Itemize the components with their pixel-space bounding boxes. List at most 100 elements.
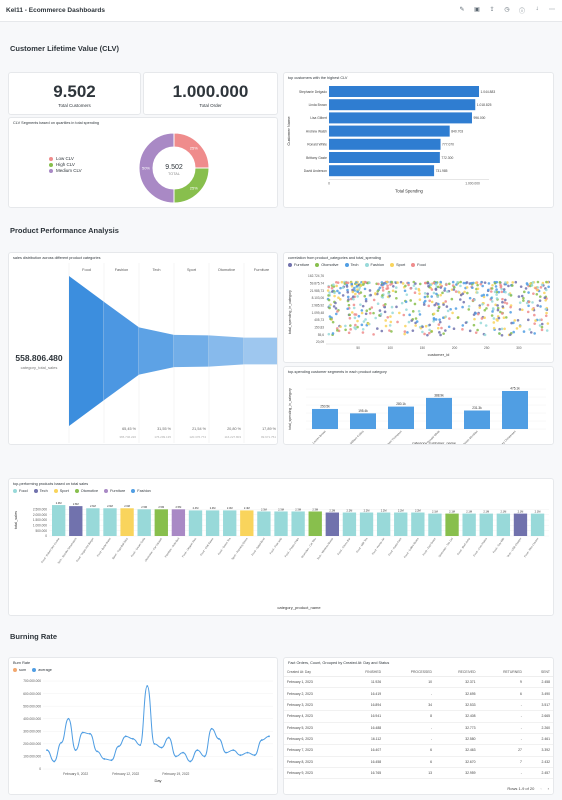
bar[interactable] xyxy=(530,513,545,536)
kpi-total-order[interactable]: 1.000.000 Total Order xyxy=(143,72,278,115)
bar[interactable] xyxy=(137,509,151,536)
column-header[interactable]: PROCESSED xyxy=(384,668,436,677)
table-row[interactable]: February 7, 2023 16.407 6 32.463 27 3.392 xyxy=(284,744,553,757)
scatter-card[interactable]: correlation from product_categories and … xyxy=(283,252,554,363)
products-legend-item[interactable]: Otomotive xyxy=(74,489,98,493)
funnel-segment[interactable] xyxy=(69,276,104,426)
bar[interactable] xyxy=(359,512,374,536)
burn-rate-card[interactable]: Burn Rate sum average 700.000.000 600.000.… xyxy=(8,657,278,795)
bar[interactable] xyxy=(329,152,440,163)
bar[interactable] xyxy=(171,509,186,536)
products-legend-item[interactable]: Tech xyxy=(33,489,48,493)
download-icon[interactable]: ↓ xyxy=(535,6,539,12)
table-row[interactable]: February 9, 2023 16.765 13 32.959-2.457 xyxy=(284,767,553,780)
kpi-total-customers[interactable]: 9.502 Total Customers xyxy=(8,72,141,115)
share-icon[interactable]: ⇪ xyxy=(489,7,495,13)
table-row[interactable]: February 4, 2023 16.941 8 32.408-2.665 xyxy=(284,710,553,723)
burn-legend-item[interactable]: average xyxy=(32,668,52,672)
bar[interactable] xyxy=(462,513,476,536)
funnel-segment[interactable] xyxy=(139,327,174,375)
scatter-legend-item[interactable]: Fashion xyxy=(364,263,384,267)
funnel-segment[interactable] xyxy=(104,301,139,401)
bar[interactable] xyxy=(513,513,528,536)
column-header[interactable]: RETURNED xyxy=(478,668,525,677)
scatter-legend-item[interactable]: Otomotive xyxy=(315,263,339,267)
bar[interactable] xyxy=(496,513,511,536)
bar[interactable] xyxy=(445,513,459,536)
bar[interactable] xyxy=(223,510,237,536)
bar[interactable] xyxy=(388,406,414,429)
table-row[interactable]: February 3, 2023 16.894 34 32.533-3.517 xyxy=(284,699,553,712)
bar[interactable] xyxy=(350,413,376,429)
bar[interactable] xyxy=(479,513,493,536)
more-icon[interactable]: ⋯ xyxy=(549,7,555,13)
bar[interactable] xyxy=(154,509,168,536)
column-header[interactable]: FINISHED xyxy=(343,668,385,677)
bar[interactable] xyxy=(325,512,339,536)
bar[interactable] xyxy=(86,508,100,536)
scatter-legend-item[interactable]: Food xyxy=(411,263,426,267)
info-icon[interactable]: ⓘ xyxy=(518,9,525,15)
bar[interactable] xyxy=(103,508,117,536)
donut-slice[interactable] xyxy=(138,132,175,204)
bar[interactable] xyxy=(52,505,66,536)
funnel-card[interactable]: sales distribution across different prod… xyxy=(8,252,278,445)
products-legend-item[interactable]: Furniture xyxy=(104,489,125,493)
products-legend-item[interactable]: Fashion xyxy=(131,489,151,493)
bar[interactable] xyxy=(329,125,450,137)
table-row[interactable]: February 2, 2023 16.419-32.695 6 3.490 xyxy=(284,687,553,700)
bar[interactable] xyxy=(329,86,479,97)
table-row[interactable]: February 1, 2023 11.926 10 32.371 9 2.458 xyxy=(284,676,553,689)
bar[interactable] xyxy=(291,511,305,536)
bar[interactable] xyxy=(308,511,322,536)
bar[interactable] xyxy=(329,138,441,150)
scatter-legend-item[interactable]: Sport xyxy=(390,263,405,267)
column-header[interactable]: RECEIVED xyxy=(435,668,479,677)
bar[interactable] xyxy=(274,511,288,536)
archive-icon[interactable]: ▣ xyxy=(474,7,480,13)
scatter-legend-item[interactable]: Tech xyxy=(344,263,359,267)
chevron-right-icon[interactable]: › xyxy=(547,786,549,791)
funnel-segment[interactable] xyxy=(209,335,244,367)
bar[interactable] xyxy=(342,512,357,536)
top-products-card[interactable]: top-performing products based on total s… xyxy=(8,478,554,616)
bar[interactable] xyxy=(428,513,442,536)
bar[interactable] xyxy=(394,512,408,536)
bar[interactable] xyxy=(188,510,203,536)
funnel-segment[interactable] xyxy=(174,334,209,368)
bar[interactable] xyxy=(464,410,490,429)
segments-card[interactable]: top-spending customer segments in each p… xyxy=(283,366,554,445)
bar[interactable] xyxy=(240,510,254,536)
donut-legend-item[interactable]: Medium CLV xyxy=(49,168,82,174)
funnel-segment[interactable] xyxy=(244,337,278,365)
pencil-icon[interactable]: ✎ xyxy=(459,7,465,13)
bar[interactable] xyxy=(329,112,472,124)
bar[interactable] xyxy=(205,510,220,536)
bar[interactable] xyxy=(411,512,425,536)
donut-legend-item[interactable]: High CLV xyxy=(49,162,82,168)
products-legend-item[interactable]: Sport xyxy=(53,489,69,493)
top-customers-card[interactable]: top customers with the highest CLV Steph… xyxy=(283,72,554,208)
column-header[interactable]: SENT xyxy=(524,668,553,677)
series-line-average[interactable] xyxy=(46,685,270,762)
bar[interactable] xyxy=(120,508,134,536)
donut-legend-item[interactable]: Low CLV xyxy=(49,156,82,162)
clock-icon[interactable]: ◷ xyxy=(504,7,510,13)
bar[interactable] xyxy=(502,390,528,429)
table-row[interactable]: February 5, 2023 16.488-32.773-2.260 xyxy=(284,722,553,734)
bar[interactable] xyxy=(257,511,271,536)
bar[interactable] xyxy=(376,512,391,536)
products-legend-item[interactable]: Food xyxy=(13,489,28,493)
table-row[interactable]: February 8, 2023 16.458 6 32.670 7 2.432 xyxy=(284,756,553,769)
bar[interactable] xyxy=(426,397,452,429)
bar[interactable] xyxy=(312,408,338,429)
bar[interactable] xyxy=(329,165,435,177)
bar[interactable] xyxy=(69,506,83,536)
clv-donut-card[interactable]: CLV Segments based on quartiles in total… xyxy=(8,117,278,208)
scatter-legend-item[interactable]: Furniture xyxy=(288,263,309,267)
table-row[interactable]: February 6, 2023 16.112-32.580-2.461 xyxy=(284,733,553,746)
burn-legend-item[interactable]: sum xyxy=(13,668,26,672)
fact-orders-card[interactable]: Fact Orders, Count, Grouped by Created A… xyxy=(283,657,554,795)
chevron-left-icon[interactable]: ‹ xyxy=(540,786,542,791)
column-header[interactable]: Created At: Day xyxy=(284,668,344,677)
